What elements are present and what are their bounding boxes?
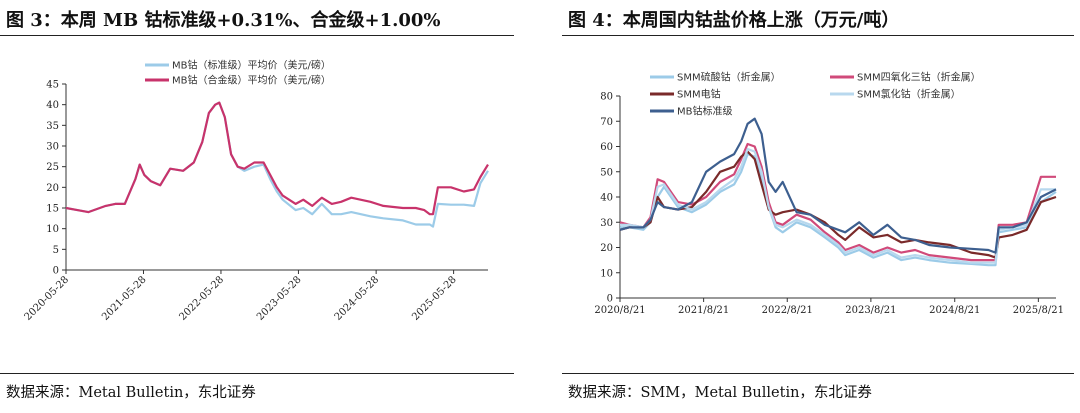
chart-source: 数据来源：Metal Bulletin，东北证券 [6, 385, 256, 401]
x-tick-label: 2021/8/21 [678, 305, 729, 316]
y-tick-label: 35 [46, 121, 59, 132]
legend-label: SMM四氧化三钴（折金属） [857, 71, 981, 84]
chart-2: 0 10 20 30 40 50 60 70 80 2020/8/21 2021/8/21 2022/… [594, 71, 1064, 317]
legend-label: SMM氯化钴（折金属） [857, 88, 961, 101]
y-tick-label: 70 [600, 117, 613, 128]
divider [0, 35, 514, 36]
y-tick-label: 10 [46, 224, 59, 235]
y-tick-label: 20 [600, 243, 613, 254]
y-tick-label: 15 [46, 204, 59, 215]
y-tick-label: 0 [53, 266, 59, 277]
y-tick-label: 20 [46, 183, 59, 194]
legend-label: MB钴（标准级）平均价（美元/磅） [172, 59, 331, 72]
x-tick-label: 2022/8/21 [762, 305, 813, 316]
y-tick-label: 30 [46, 142, 59, 153]
x-tick-label: 2024/8/21 [929, 305, 980, 316]
y-tick-label: 25 [46, 162, 59, 173]
y-tick-label: 80 [600, 92, 613, 103]
y-tick-label: 0 [607, 294, 613, 305]
x-tick-label: 2025-05-28 [410, 274, 459, 323]
series-line-2 [619, 142, 1056, 262]
x-tick-label: 2020/8/21 [594, 305, 645, 316]
chart-panel-1: 图 3：本周 MB 钴标准级+0.31%、合金级+1.00% 0 5 10 15 20 2… [0, 0, 520, 413]
chart-1: 0 5 10 15 20 25 30 35 40 45 2020-05-28 2021-05-28 20… [23, 59, 489, 323]
series-line-1 [65, 101, 489, 228]
y-tick-label: 10 [600, 268, 613, 279]
series-line-1 [620, 152, 1057, 267]
x-tick-label: 2021-05-28 [100, 274, 149, 323]
y-tick-label: 40 [600, 193, 613, 204]
series-line-5 [619, 117, 1057, 254]
chart-panel-2: 图 4：本周国内钴盐价格上涨（万元/吨） 0 10 20 30 40 50 60 70 80 20… [562, 0, 1080, 413]
y-tick-label: 40 [46, 100, 59, 111]
chart-title: 图 4：本周国内钴盐价格上涨（万元/吨） [568, 10, 900, 31]
series-line-4 [620, 147, 1056, 264]
chart-source: 数据来源：SMM，Metal Bulletin，东北证券 [568, 385, 872, 401]
legend-label: MB钴（合金级）平均价（美元/磅） [172, 74, 331, 87]
series-line-2 [65, 101, 489, 216]
legend-label: SMM电钴 [677, 88, 721, 101]
y-tick-label: 50 [600, 167, 613, 178]
y-tick-label: 60 [600, 142, 613, 153]
chart-title: 图 3：本周 MB 钴标准级+0.31%、合金级+1.00% [6, 10, 441, 31]
y-tick-label: 30 [600, 218, 613, 229]
y-tick-label: 5 [53, 245, 59, 256]
divider [562, 35, 1074, 36]
divider [562, 373, 1074, 374]
x-tick-label: 2024-05-28 [333, 274, 382, 323]
divider [0, 373, 514, 374]
x-tick-label: 2025/8/21 [1013, 305, 1064, 316]
x-tick-label: 2020-05-28 [23, 274, 72, 323]
legend-label: MB钴标准级 [677, 106, 733, 118]
x-tick-label: 2023/8/21 [845, 305, 896, 316]
y-tick-label: 45 [46, 80, 59, 91]
x-tick-label: 2023-05-28 [255, 274, 304, 323]
legend-label: SMM硫酸钴（折金属） [677, 71, 781, 84]
x-tick-label: 2022-05-28 [178, 274, 227, 323]
